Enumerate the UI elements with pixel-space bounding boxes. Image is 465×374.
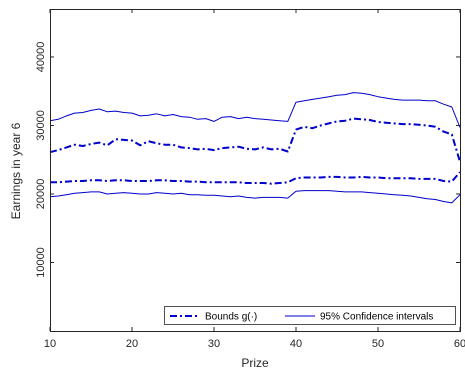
ticks-layer: 10 20 30 40 50 60 10000 20000 30000 40000 xyxy=(35,9,465,350)
legend: Bounds g(·) 95% Confidence intervals xyxy=(164,306,456,325)
y-tick-label-40000: 40000 xyxy=(35,42,47,73)
legend-label-ci: 95% Confidence intervals xyxy=(320,312,433,323)
series-ci-lower xyxy=(49,190,461,204)
y-axis-title: Earnings in year 6 xyxy=(9,122,23,219)
x-tick-label-10: 10 xyxy=(44,338,56,350)
legend-label-bounds: Bounds g(·) xyxy=(205,312,257,323)
x-axis-title: Prize xyxy=(241,356,269,370)
x-tick-label-40: 40 xyxy=(290,338,302,350)
series-bounds-lower xyxy=(50,171,461,185)
y-tick-label-30000: 30000 xyxy=(35,110,47,141)
series-layer xyxy=(49,92,461,204)
x-tick-label-30: 30 xyxy=(208,338,220,350)
x-tick-label-50: 50 xyxy=(372,338,384,350)
series-bounds-upper xyxy=(49,117,461,163)
plot-frame xyxy=(50,9,461,332)
y-tick-label-20000: 20000 xyxy=(35,179,47,210)
x-tick-label-60: 60 xyxy=(454,338,465,350)
y-tick-label-10000: 10000 xyxy=(35,247,47,278)
series-ci-upper xyxy=(49,92,461,128)
x-tick-label-20: 20 xyxy=(126,338,138,350)
